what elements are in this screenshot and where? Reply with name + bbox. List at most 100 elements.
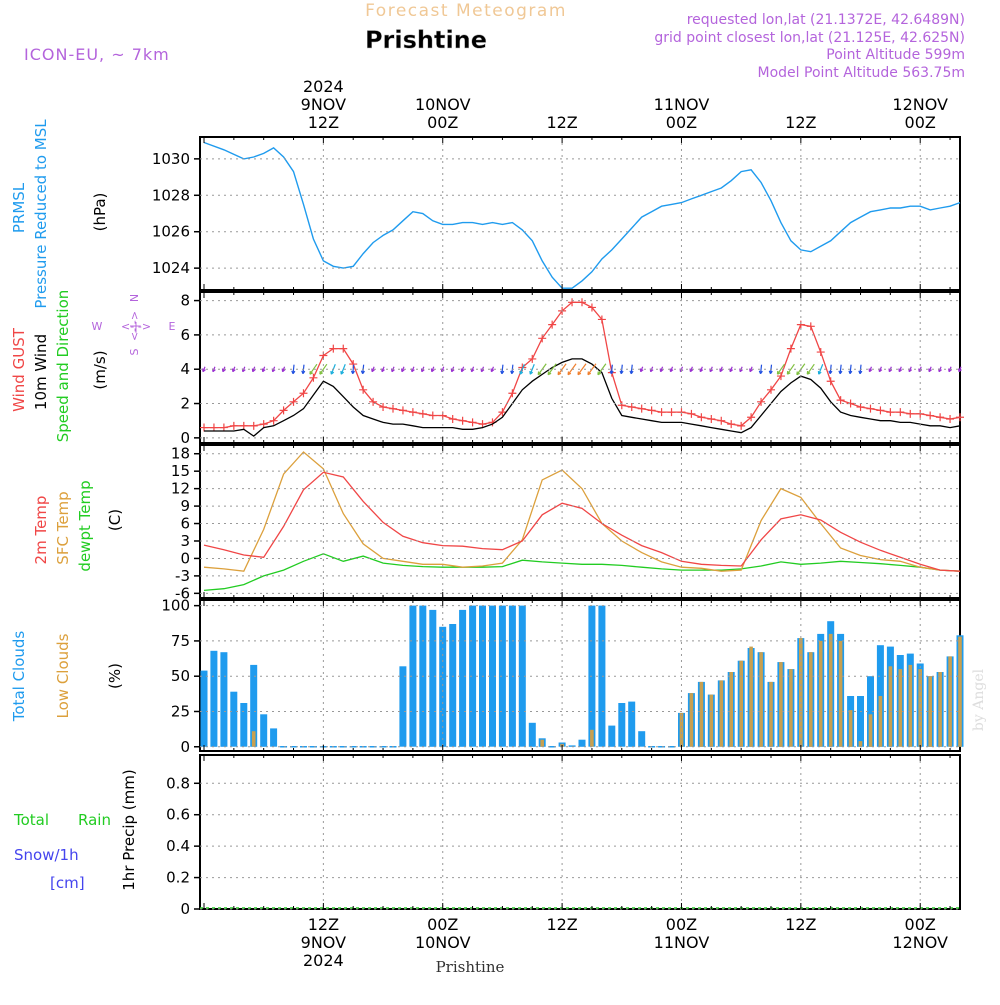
pressure-panel [199,136,961,291]
y-tick-label: 25 [171,702,190,720]
wind-arrow [309,363,318,375]
low-cloud-bar [590,729,594,747]
total-cloud-bar [608,725,616,747]
wind-arrow-head [450,368,455,373]
gust-marker [906,409,915,418]
gust-marker [329,344,338,353]
gust-marker [936,413,945,422]
time-label-top: 2024 [303,77,344,96]
wind-arrow-head [719,368,724,373]
axis-layer: 102410261028103002468-6-3036912151802550… [152,77,960,970]
clouds-unit: (%) [106,663,124,689]
gust-marker [836,396,845,405]
y-tick-label: 1024 [152,259,190,277]
page-title: Prishtine [365,26,487,54]
wind-arrow-head [360,370,365,375]
sfc-temp-line [203,451,961,572]
gust-marker [826,377,835,386]
wind-direction-label: Speed and Direction [54,290,72,443]
low-cloud-bar [928,676,932,747]
wind-arrow [818,363,824,375]
y-tick-label: 12 [171,480,190,498]
gust-marker [398,406,407,415]
wind-arrow-head [699,368,704,373]
total-cloud-bar [260,714,268,747]
clouds-panel [199,599,961,752]
low-cloud-bar [251,731,256,747]
gust-line [204,301,961,429]
wind-arrow-head [776,370,781,375]
total-clouds-label: Total Clouds [10,631,28,723]
y-tick-label: 0.4 [166,837,190,855]
compass-h-arrow: <-|-> [121,320,151,333]
wind-speed-label: 10m Wind [32,334,50,410]
time-label-bottom: 12Z [785,915,816,934]
low-cloud-bar [858,741,863,747]
gust-marker [418,409,427,418]
wind-arrow-head [557,371,562,376]
total-cloud-bar [568,745,576,747]
gust-marker [786,344,795,353]
total-cloud-bar [518,605,526,747]
y-tick-label: 1030 [152,150,190,168]
wind-arrow-head [261,368,266,373]
wind-arrow-head [817,370,822,375]
y-tick-label: 100 [161,597,190,615]
gust-marker [757,397,766,406]
time-label-bottom: 00Z [905,915,936,934]
gust-marker [578,298,586,307]
wind-arrow-head [460,368,465,373]
compass-w: W [92,320,103,333]
gust-marker [239,421,248,430]
gust-marker [369,397,378,406]
wind-arrow-head [301,370,306,375]
wind-arrow-head [231,368,236,373]
point-altitude: Point Altitude 599m [826,47,965,63]
y-tick-label: 1026 [152,223,190,241]
y-tick-label: 9 [180,497,190,515]
low-cloud-bar [938,672,942,747]
wind-arrow-head [221,368,226,373]
wind-arrow [352,364,355,374]
wind-speed-line [204,358,961,437]
wind-arrow-head [868,368,873,373]
low-cloud-bar [789,669,793,747]
total-cloud-bar [638,731,646,747]
gust-marker [946,414,955,423]
gust-marker [737,421,746,430]
gust-marker [667,408,676,417]
temperature-panel [199,444,961,599]
compass-n: N [128,294,141,302]
wind-arrow [529,363,535,375]
low-cloud-bar [799,638,803,747]
wind-panel [199,291,961,444]
gust-marker [647,406,656,415]
wind-arrow-head [958,368,962,373]
wind-arrow-head [519,370,524,375]
total-cloud-bar [230,691,238,747]
time-label-top: 12Z [308,113,339,132]
gust-marker [727,420,736,429]
gust-marker [339,344,348,353]
faded-title: Forecast Meteogram [365,1,567,21]
time-label-bottom: 00Z [666,915,697,934]
gust-marker [498,408,507,417]
low-cloud-bar [918,669,922,747]
compass-e: E [169,320,176,333]
wind-arrow-head [202,368,206,373]
wind-arrow-head [490,368,495,373]
gust-marker [389,404,397,413]
pressure-label: Pressure Reduced to MSL [32,119,50,309]
gust-marker [478,420,487,429]
y-tick-label: -6 [175,584,190,602]
gust-marker [219,423,228,432]
gust-marker [617,401,626,410]
total-cloud-bar [270,728,278,747]
y-tick-label: -3 [175,567,190,585]
y-tick-label: 0.6 [166,806,190,824]
wind-arrow-head [858,370,863,375]
y-tick-label: 50 [171,667,190,685]
wind-arrow-head [340,370,345,375]
gust-marker [279,406,288,415]
